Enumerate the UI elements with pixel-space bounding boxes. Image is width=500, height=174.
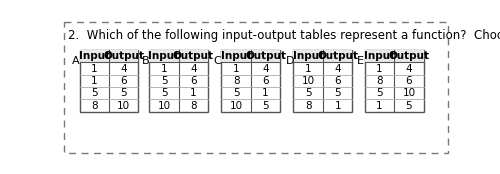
- Text: 1: 1: [262, 88, 269, 98]
- Text: Input: Input: [364, 51, 395, 61]
- Text: Input: Input: [78, 51, 110, 61]
- Text: Output: Output: [173, 51, 214, 61]
- Bar: [294, 50, 352, 112]
- Text: 5: 5: [91, 88, 98, 98]
- Text: 8: 8: [190, 101, 197, 111]
- Bar: [80, 50, 138, 62]
- Text: 4: 4: [120, 64, 127, 74]
- Text: Output: Output: [245, 51, 286, 61]
- Text: C: C: [214, 56, 222, 66]
- Text: 1: 1: [305, 64, 312, 74]
- Text: 6: 6: [190, 76, 197, 86]
- Text: 4: 4: [190, 64, 197, 74]
- Bar: [294, 50, 352, 62]
- Text: D: D: [286, 56, 294, 66]
- Text: 1: 1: [233, 64, 239, 74]
- Text: 5: 5: [305, 88, 312, 98]
- Text: 10: 10: [117, 101, 130, 111]
- Text: 2.  Which of the following input-output tables represent a function?  Choose all: 2. Which of the following input-output t…: [68, 29, 500, 42]
- Text: 10: 10: [230, 101, 242, 111]
- Text: Output: Output: [317, 51, 358, 61]
- Text: 6: 6: [334, 76, 341, 86]
- Text: 5: 5: [120, 88, 127, 98]
- Text: 1: 1: [91, 64, 98, 74]
- Bar: [150, 50, 208, 112]
- Text: 4: 4: [262, 64, 269, 74]
- Bar: [365, 50, 424, 112]
- Text: 10: 10: [402, 88, 415, 98]
- Text: 8: 8: [91, 101, 98, 111]
- Text: 8: 8: [305, 101, 312, 111]
- Bar: [365, 50, 424, 62]
- Text: A: A: [72, 56, 80, 66]
- Bar: [222, 50, 280, 112]
- Text: E: E: [357, 56, 364, 66]
- Text: 6: 6: [120, 76, 127, 86]
- Text: 1: 1: [160, 64, 168, 74]
- Text: 5: 5: [334, 88, 341, 98]
- Text: 5: 5: [262, 101, 269, 111]
- Text: 5: 5: [160, 76, 168, 86]
- Text: 5: 5: [233, 88, 239, 98]
- Text: Input: Input: [292, 51, 324, 61]
- Text: Output: Output: [103, 51, 144, 61]
- Text: Output: Output: [388, 51, 430, 61]
- Text: 6: 6: [406, 76, 412, 86]
- Bar: [222, 50, 280, 62]
- Text: 8: 8: [233, 76, 239, 86]
- Text: 4: 4: [334, 64, 341, 74]
- Text: Input: Input: [220, 51, 252, 61]
- Text: 1: 1: [376, 64, 383, 74]
- Text: Input: Input: [148, 51, 180, 61]
- Text: 10: 10: [302, 76, 314, 86]
- Bar: [80, 50, 138, 112]
- Text: 5: 5: [376, 88, 383, 98]
- Bar: [150, 50, 208, 62]
- Text: 1: 1: [376, 101, 383, 111]
- Text: 5: 5: [406, 101, 412, 111]
- Text: 5: 5: [160, 88, 168, 98]
- Text: 1: 1: [91, 76, 98, 86]
- Text: 6: 6: [262, 76, 269, 86]
- Text: 1: 1: [190, 88, 197, 98]
- Text: 10: 10: [158, 101, 170, 111]
- Text: 8: 8: [376, 76, 383, 86]
- Text: 4: 4: [406, 64, 412, 74]
- Text: B: B: [142, 56, 149, 66]
- Text: 1: 1: [334, 101, 341, 111]
